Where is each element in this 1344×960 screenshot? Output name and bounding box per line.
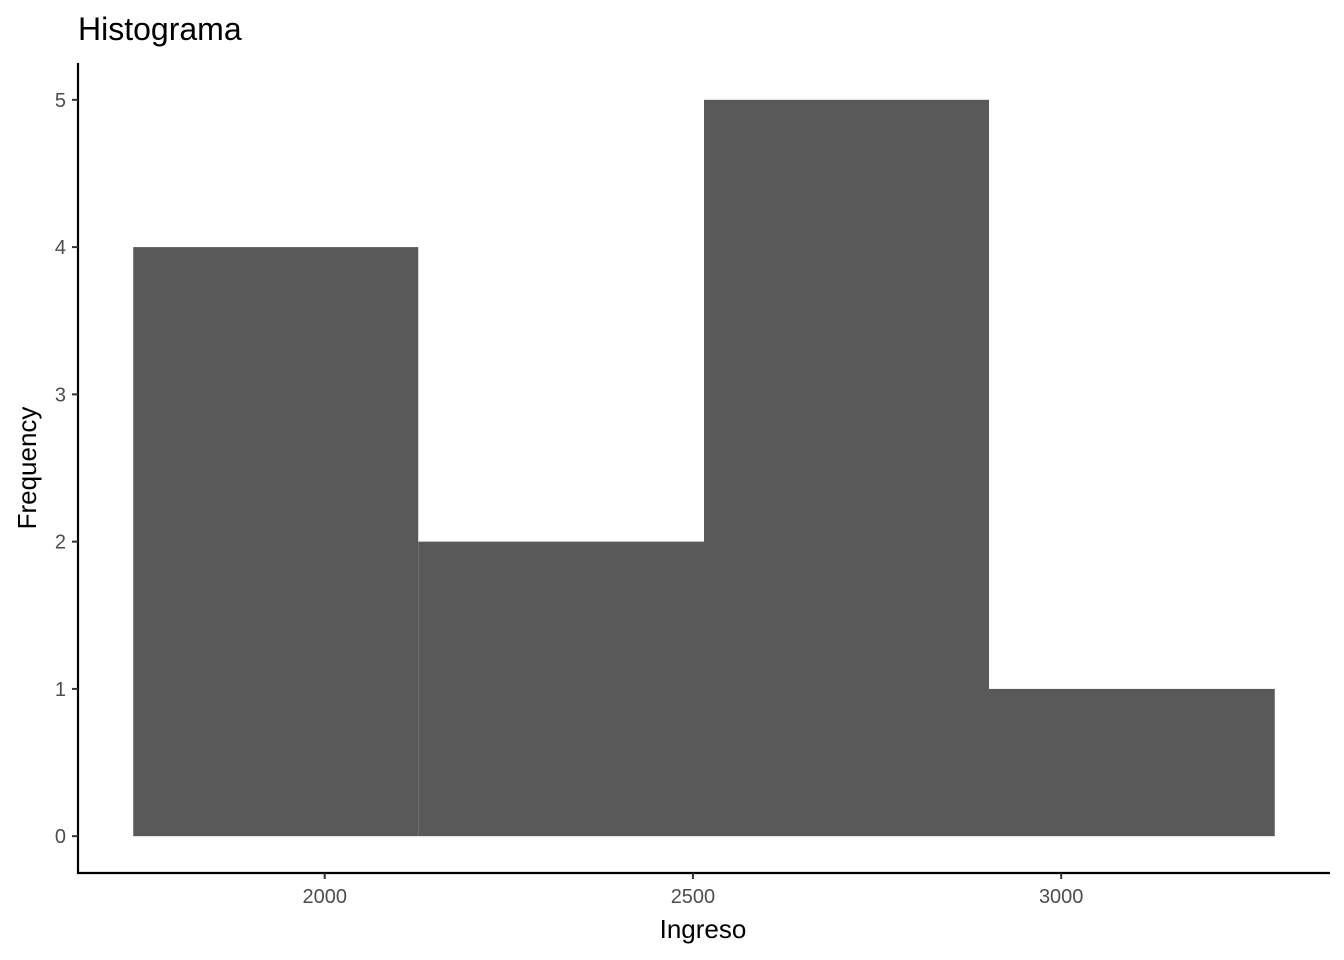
histogram-bar-1 [133, 247, 419, 837]
x-tick-label: 2500 [671, 886, 716, 908]
y-axis-label: Frequency [12, 407, 42, 530]
chart-title: Histograma [78, 11, 242, 47]
x-axis-label: Ingreso [660, 914, 747, 944]
histogram-bar-4 [989, 688, 1275, 837]
y-tick-label: 2 [55, 532, 66, 554]
x-ticks-layer: 2000 2500 3000 [302, 873, 1083, 908]
histogram-bar-3 [704, 99, 990, 837]
y-tick-label: 0 [55, 826, 66, 848]
y-tick-label: 5 [55, 90, 66, 112]
x-tick-label: 2000 [302, 886, 347, 908]
y-ticks-layer: 0 1 2 3 4 5 [55, 90, 78, 848]
y-tick-label: 4 [55, 237, 66, 259]
y-tick-label: 1 [55, 679, 66, 701]
x-tick-label: 3000 [1039, 886, 1084, 908]
y-tick-label: 3 [55, 384, 66, 406]
bars-layer [133, 99, 1275, 837]
histogram-bar-2 [418, 541, 704, 837]
